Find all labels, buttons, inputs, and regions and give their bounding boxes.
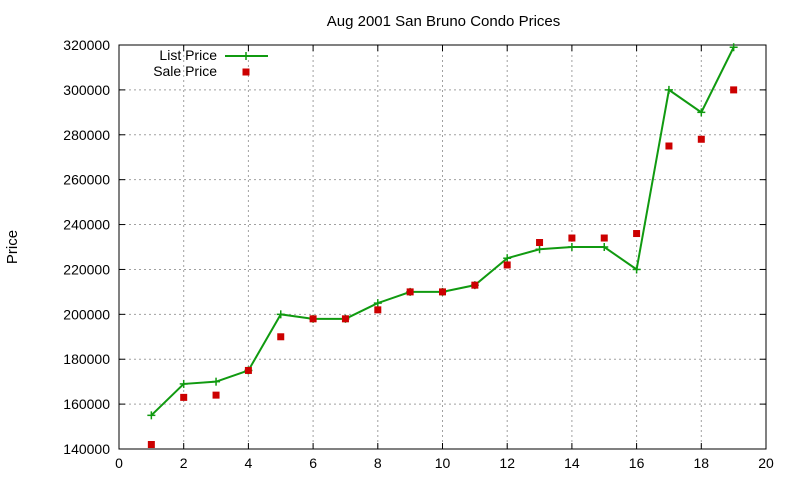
grid-lines bbox=[119, 45, 766, 449]
y-tick-label: 160000 bbox=[63, 396, 110, 412]
sale-price-point bbox=[147, 441, 155, 449]
x-tick-label: 18 bbox=[694, 455, 710, 471]
sale-price-point bbox=[697, 135, 705, 143]
y-tick-label: 180000 bbox=[63, 351, 110, 367]
list-price-point bbox=[179, 379, 188, 388]
y-tick-label: 200000 bbox=[63, 306, 110, 322]
list-price-point bbox=[276, 310, 285, 319]
x-tick-label: 0 bbox=[115, 455, 123, 471]
x-tick-label: 4 bbox=[245, 455, 253, 471]
sale-price-point bbox=[277, 333, 285, 341]
x-tick-label: 8 bbox=[374, 455, 382, 471]
sale-price-point bbox=[730, 86, 738, 94]
sale-price-point bbox=[406, 288, 414, 296]
list-price-point bbox=[697, 108, 706, 117]
sale-price-point bbox=[536, 239, 544, 247]
legend-label-sale-price: Sale Price bbox=[153, 63, 217, 79]
x-tick-label: 14 bbox=[564, 455, 580, 471]
y-tick-label: 260000 bbox=[63, 172, 110, 188]
x-tick-label: 12 bbox=[499, 455, 515, 471]
x-tick-label: 20 bbox=[758, 455, 774, 471]
axis-ticks: 0 2 4 6 8 10 12 14 16 18 20 140000 160000 180000 20000… bbox=[63, 37, 774, 471]
sale-price-point bbox=[633, 230, 641, 238]
legend-label-list-price: List Price bbox=[159, 47, 217, 63]
sale-price-point bbox=[471, 281, 479, 289]
y-tick-label: 300000 bbox=[63, 82, 110, 98]
sale-price-point bbox=[665, 142, 673, 150]
list-price-point bbox=[600, 243, 609, 251]
y-tick-label: 320000 bbox=[63, 37, 110, 53]
legend-swatch-sale-price bbox=[242, 68, 250, 76]
list-price-point bbox=[664, 85, 673, 94]
y-tick-label: 220000 bbox=[63, 261, 110, 277]
sale-price-point bbox=[439, 288, 446, 296]
sale-price-point bbox=[503, 261, 511, 269]
sale-price-point bbox=[244, 366, 252, 374]
list-price-point bbox=[632, 265, 641, 274]
x-tick-label: 16 bbox=[629, 455, 645, 471]
x-tick-label: 2 bbox=[180, 455, 188, 471]
list-price-point bbox=[147, 411, 156, 420]
sale-price-point bbox=[212, 391, 220, 399]
y-tick-label: 240000 bbox=[63, 217, 110, 233]
list-price-point bbox=[373, 299, 382, 308]
y-axis-label: Price bbox=[4, 230, 21, 264]
list-price-point bbox=[212, 377, 221, 386]
sale-price-point bbox=[180, 393, 188, 401]
sale-price-point bbox=[309, 315, 317, 323]
x-tick-label: 6 bbox=[309, 455, 317, 471]
sale-price-point bbox=[374, 306, 382, 314]
list-price-point bbox=[729, 43, 738, 52]
chart-title: Aug 2001 San Bruno Condo Prices bbox=[327, 13, 561, 30]
list-price-point bbox=[535, 245, 544, 254]
y-tick-label: 140000 bbox=[63, 441, 110, 457]
y-tick-label: 280000 bbox=[63, 127, 110, 143]
sale-price-point bbox=[568, 234, 576, 242]
sale-price-point bbox=[600, 234, 608, 242]
x-tick-label: 10 bbox=[435, 455, 451, 471]
data-series bbox=[147, 43, 738, 449]
list-price-point bbox=[503, 254, 512, 263]
list-price-point bbox=[567, 243, 576, 251]
sale-price-point bbox=[341, 315, 349, 323]
